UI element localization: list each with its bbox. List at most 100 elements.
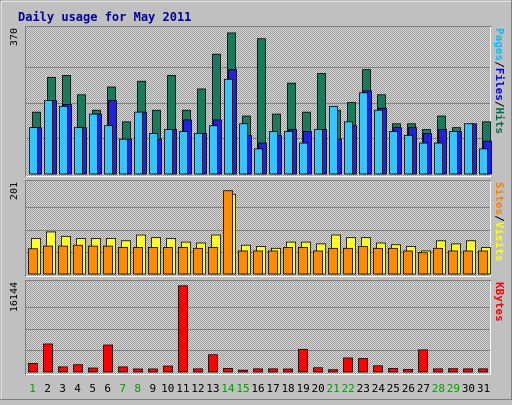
x-tick-label: 26 (402, 382, 415, 395)
bar-pages (374, 109, 383, 175)
bar-sites (193, 247, 203, 275)
bar-pages (119, 138, 128, 175)
bar-kbytes (223, 368, 233, 373)
bar-kbytes (148, 368, 158, 373)
bar-kbytes (463, 368, 473, 373)
x-tick-label: 30 (462, 382, 475, 395)
bar-kbytes (193, 368, 203, 373)
bar-sites (208, 247, 218, 275)
bar-pages (239, 123, 248, 175)
bar-kbytes (313, 367, 323, 373)
bar-kbytes (88, 367, 98, 373)
bar-kbytes (43, 343, 53, 373)
x-tick-label: 3 (59, 382, 66, 395)
bar-sites (133, 247, 143, 275)
bar-pages (344, 121, 353, 175)
bar-pages (464, 123, 473, 175)
bar-sites (283, 247, 293, 275)
bar-sites (148, 247, 158, 275)
bar-sites (433, 247, 443, 275)
bar-kbytes (28, 362, 38, 373)
x-tick-label: 16 (251, 382, 264, 395)
bar-sites (253, 250, 263, 275)
x-tick-label: 19 (296, 382, 309, 395)
bar-sites (388, 247, 398, 275)
bar-sites (463, 250, 473, 275)
x-tick-label: 25 (387, 382, 400, 395)
bar-sites (298, 247, 308, 275)
bar-sites (223, 190, 233, 275)
bar-sites (103, 245, 113, 275)
legend: Pages/Files/Hits (493, 28, 506, 134)
bar-kbytes (103, 344, 113, 373)
bar-sites (73, 244, 83, 275)
bar-sites (88, 245, 98, 275)
bar-pages (104, 125, 113, 175)
x-tick-label: 15 (236, 382, 249, 395)
bar-pages (479, 148, 488, 175)
legend: KBytes (493, 282, 506, 322)
bar-sites (343, 247, 353, 275)
x-tick-label: 29 (447, 382, 460, 395)
bar-pages (44, 100, 53, 175)
bar-kbytes (253, 368, 263, 373)
bar-sites (478, 250, 488, 275)
y-max-label: 16144 (9, 282, 20, 312)
bar-kbytes (208, 354, 218, 373)
x-tick-label: 31 (477, 382, 490, 395)
bar-kbytes (118, 366, 128, 373)
x-tick-label: 24 (372, 382, 386, 395)
bar-sites (448, 250, 458, 275)
plot-area (25, 280, 491, 375)
bar-sites (178, 247, 188, 275)
legend-entry: Visits (493, 222, 506, 262)
bar-kbytes (328, 369, 338, 373)
x-tick-label: 20 (312, 382, 325, 395)
bar-kbytes (478, 368, 488, 373)
bar-pages (314, 129, 323, 175)
chart-title: Daily usage for May 2011 (18, 10, 191, 24)
bar-kbytes (268, 368, 278, 373)
bar-kbytes (178, 285, 188, 373)
x-tick-label: 21 (327, 382, 340, 395)
bar-pages (164, 129, 173, 175)
x-tick-label: 12 (191, 382, 204, 395)
panel-visits: 201 Sites/Visits (9, 180, 506, 277)
x-tick-label: 23 (357, 382, 370, 395)
bar-pages (194, 133, 203, 175)
bar-pages (29, 127, 38, 175)
bar-pages (449, 131, 458, 175)
bar-kbytes (343, 357, 353, 373)
x-tick-label: 4 (74, 382, 81, 395)
bar-pages (179, 131, 188, 175)
bar-kbytes (238, 369, 248, 373)
x-tick-label: 1 (29, 382, 36, 395)
bar-pages (74, 127, 83, 175)
bar-sites (358, 246, 368, 275)
bar-sites (58, 245, 68, 275)
legend-entry: / (493, 215, 506, 222)
y-max-label: 201 (9, 182, 20, 200)
bar-pages (149, 133, 158, 175)
legend-entry: Files (493, 68, 506, 101)
legend-entry: / (493, 61, 506, 68)
bar-kbytes (73, 364, 83, 373)
bar-pages (329, 105, 338, 175)
legend-entry: Pages (493, 28, 506, 61)
panel-hits: 370 Pages/Files/Hits (9, 26, 506, 177)
bar-pages (299, 142, 308, 175)
bar-sites (403, 250, 413, 275)
x-tick-label: 17 (266, 382, 279, 395)
bar-pages (419, 142, 428, 175)
bar-kbytes (388, 368, 398, 373)
legend-entry: KBytes (493, 282, 506, 322)
bar-pages (269, 131, 278, 175)
bar-pages (404, 134, 413, 175)
bar-kbytes (433, 368, 443, 373)
bar-sites (238, 250, 248, 275)
x-tick-label: 7 (119, 382, 126, 395)
bar-kbytes (133, 368, 143, 373)
bar-pages (224, 78, 233, 175)
bar-sites (313, 250, 323, 275)
